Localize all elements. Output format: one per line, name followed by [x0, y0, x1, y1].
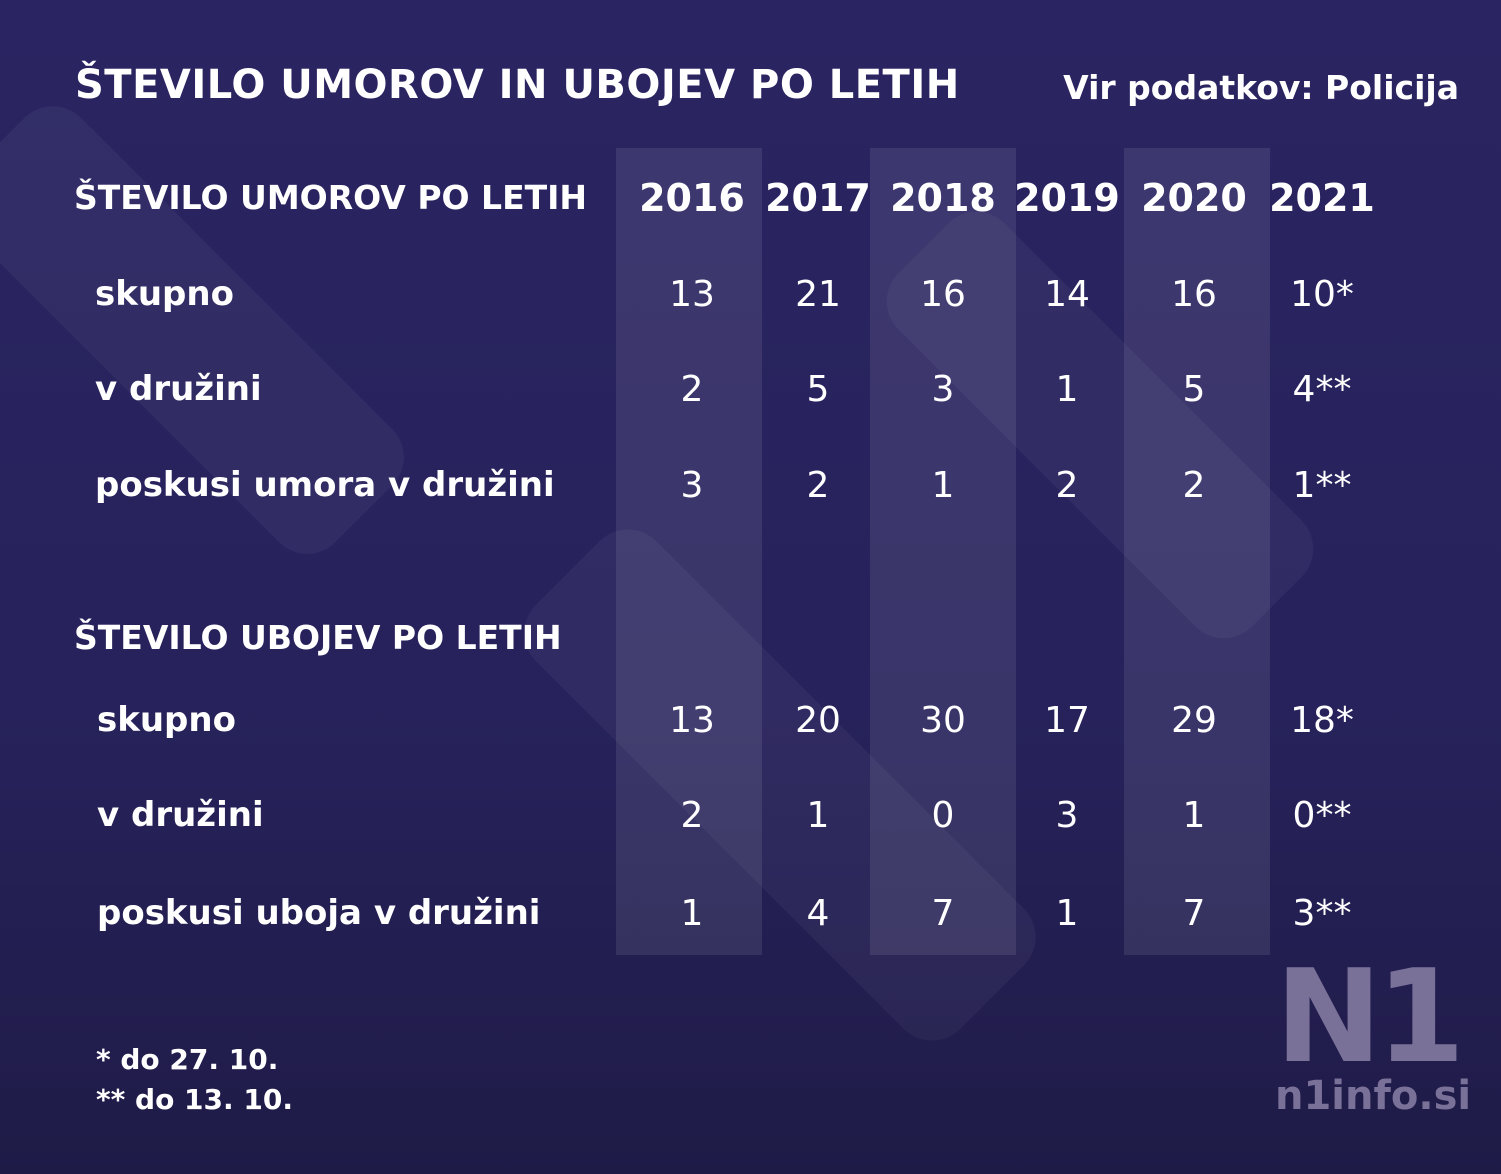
table-cell: 10* [1290, 274, 1354, 315]
table-cell: 13 [669, 274, 715, 315]
table-cell: 20 [795, 700, 841, 741]
logo-mark: N1 [1275, 943, 1465, 1092]
footnote: ** do 13. 10. [96, 1083, 294, 1116]
column-header-2016: 2016 [639, 176, 745, 220]
table-cell: 2 [1182, 465, 1206, 506]
column-band-2016 [616, 148, 762, 955]
table-cell: 0** [1292, 795, 1352, 836]
table-cell: 21 [795, 274, 841, 315]
table-cell: 2 [1055, 465, 1079, 506]
table-cell: 30 [920, 700, 966, 741]
table-cell: 1** [1292, 465, 1352, 506]
table-cell: 3 [1055, 795, 1079, 836]
table-cell: 7 [931, 893, 955, 934]
column-band-2020 [1124, 148, 1270, 955]
table-cell: 1 [1055, 893, 1079, 934]
column-header-2019: 2019 [1014, 176, 1120, 220]
column-header-2020: 2020 [1141, 176, 1247, 220]
logo-site: n1info.si [1275, 1073, 1472, 1119]
table-cell: 0 [931, 795, 955, 836]
table-cell: 7 [1182, 893, 1206, 934]
table-cell: 5 [806, 369, 830, 410]
table-cell: 1 [1182, 795, 1206, 836]
row-label: v družini [95, 369, 262, 409]
column-band-2018 [870, 148, 1016, 955]
table-cell: 5 [1182, 369, 1206, 410]
table-cell: 3** [1292, 893, 1352, 934]
footnote: * do 27. 10. [96, 1043, 279, 1076]
table-cell: 16 [920, 274, 966, 315]
table-cell: 4 [806, 893, 830, 934]
column-header-2021: 2021 [1269, 176, 1375, 220]
section-heading: ŠTEVILO UMOROV PO LETIH [74, 178, 588, 217]
row-label: skupno [97, 700, 236, 740]
row-label: poskusi uboja v družini [97, 893, 541, 933]
n1-logo: N1 n1info.si [1275, 943, 1472, 1120]
table-cell: 1 [806, 795, 830, 836]
section-heading: ŠTEVILO UBOJEV PO LETIH [74, 618, 562, 657]
table-cell: 14 [1044, 274, 1090, 315]
table-cell: 16 [1171, 274, 1217, 315]
page-title: ŠTEVILO UMOROV IN UBOJEV PO LETIH [75, 62, 960, 108]
table-cell: 2 [680, 795, 704, 836]
table-cell: 18* [1290, 700, 1354, 741]
table-cell: 4** [1292, 369, 1352, 410]
table-cell: 3 [931, 369, 955, 410]
data-source: Vir podatkov: Policija [1063, 68, 1459, 107]
table-cell: 13 [669, 700, 715, 741]
column-header-2018: 2018 [890, 176, 996, 220]
table-cell: 17 [1044, 700, 1090, 741]
table-cell: 2 [806, 465, 830, 506]
row-label: poskusi umora v družini [95, 465, 555, 505]
table-cell: 1 [931, 465, 955, 506]
table-cell: 1 [680, 893, 704, 934]
table-cell: 1 [1055, 369, 1079, 410]
table-cell: 3 [680, 465, 704, 506]
row-label: skupno [95, 274, 234, 314]
row-label: v družini [97, 795, 264, 835]
table-cell: 29 [1171, 700, 1217, 741]
column-header-2017: 2017 [765, 176, 871, 220]
table-cell: 2 [680, 369, 704, 410]
